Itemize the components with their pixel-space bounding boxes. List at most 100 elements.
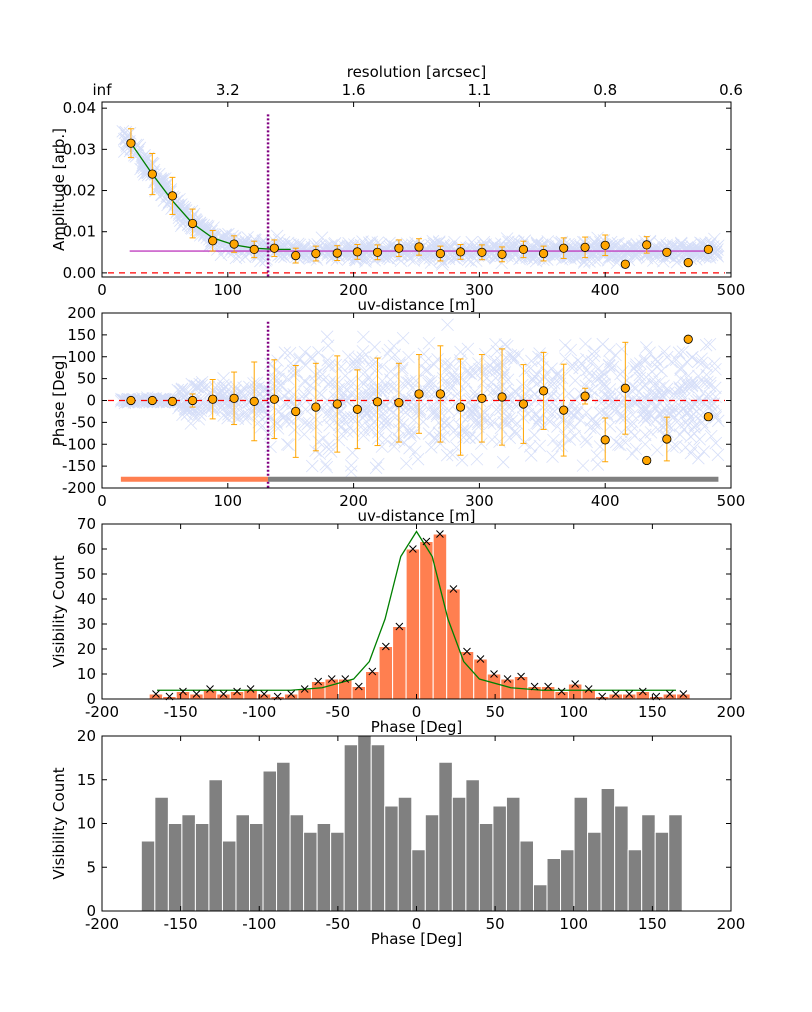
raw-visibility-mark [692, 451, 705, 465]
raw-visibility-mark [257, 234, 270, 247]
raw-visibility-mark [614, 367, 627, 381]
raw-visibility-mark [487, 416, 501, 429]
raw-visibility-mark [258, 382, 272, 395]
x-axis-label: uv-distance [m] [357, 296, 475, 314]
raw-visibility-mark [505, 352, 518, 365]
raw-visibility-mark [678, 392, 691, 405]
raw-visibility-mark [481, 414, 494, 427]
raw-visibility-mark [360, 243, 374, 256]
raw-visibility-mark [357, 429, 370, 442]
raw-visibility-mark [275, 407, 288, 421]
raw-visibility-mark [566, 247, 579, 260]
raw-visibility-mark [640, 251, 654, 265]
raw-visibility-mark [408, 445, 422, 459]
raw-visibility-mark [344, 379, 357, 392]
raw-visibility-mark [404, 374, 417, 388]
raw-visibility-mark [459, 375, 473, 389]
raw-visibility-mark [672, 346, 686, 360]
raw-visibility-mark [218, 397, 232, 410]
raw-visibility-mark [685, 401, 699, 414]
raw-visibility-mark [266, 378, 280, 391]
raw-visibility-mark [212, 380, 226, 394]
raw-visibility-mark [569, 252, 582, 265]
raw-visibility-mark [639, 414, 653, 427]
raw-visibility-mark [686, 413, 699, 427]
raw-visibility-mark [618, 244, 631, 257]
raw-visibility-mark [674, 361, 688, 374]
binned-point [683, 257, 693, 268]
raw-visibility-mark [604, 363, 618, 376]
binned-point [559, 243, 569, 253]
raw-visibility-mark [518, 387, 532, 400]
raw-visibility-mark [387, 381, 401, 395]
raw-visibility-mark [466, 409, 480, 423]
raw-visibility-mark [578, 254, 591, 268]
raw-visibility-mark [136, 392, 149, 405]
raw-visibility-mark [651, 423, 665, 436]
raw-visibility-mark [628, 429, 641, 443]
raw-visibility-mark [337, 412, 350, 425]
binned-point [435, 248, 446, 259]
raw-visibility-mark [299, 375, 312, 389]
x-tick-label: -100 [242, 703, 276, 721]
raw-visibility-mark [135, 160, 149, 174]
raw-visibility-mark [179, 204, 193, 217]
raw-visibility-mark [259, 254, 272, 267]
raw-visibility-mark [437, 430, 450, 443]
raw-visibility-mark [591, 458, 605, 471]
raw-visibility-mark [629, 250, 642, 263]
x-tick-label: 400 [591, 492, 620, 510]
raw-visibility-mark [645, 385, 658, 399]
raw-visibility-mark [687, 441, 701, 455]
raw-visibility-mark [176, 208, 190, 222]
x-tick-label: 150 [638, 915, 667, 933]
raw-visibility-mark [383, 343, 397, 357]
raw-visibility-mark [178, 402, 192, 415]
raw-visibility-mark [274, 250, 288, 263]
raw-visibility-mark [417, 347, 431, 361]
x-tick-label: -150 [164, 915, 198, 933]
binned-point [269, 243, 279, 253]
raw-visibility-mark [547, 239, 561, 253]
raw-visibility-mark [679, 245, 692, 259]
raw-visibility-mark [568, 238, 582, 251]
raw-visibility-mark [477, 235, 491, 249]
raw-visibility-mark [235, 392, 248, 405]
raw-visibility-mark [598, 378, 612, 391]
raw-visibility-mark [340, 394, 354, 408]
raw-visibility-mark [402, 243, 416, 256]
raw-visibility-mark [546, 246, 560, 259]
raw-visibility-mark [674, 391, 687, 404]
raw-visibility-mark [633, 357, 647, 370]
raw-visibility-mark [353, 358, 367, 371]
raw-visibility-mark [568, 374, 582, 387]
raw-visibility-mark [133, 141, 147, 155]
raw-visibility-mark [379, 412, 392, 426]
raw-visibility-mark [381, 251, 395, 265]
raw-visibility-mark [403, 441, 416, 455]
raw-visibility-mark [352, 352, 366, 365]
histogram-bar [330, 831, 345, 912]
binned-point [311, 248, 321, 259]
raw-visibility-mark [494, 355, 508, 369]
raw-visibility-mark [373, 383, 386, 397]
binned-point [352, 404, 362, 414]
raw-visibility-mark [653, 236, 667, 250]
raw-visibility-mark [178, 201, 192, 215]
raw-visibility-mark [383, 403, 396, 416]
raw-visibility-mark [603, 392, 617, 405]
raw-visibility-mark [652, 396, 666, 409]
raw-visibility-mark [442, 359, 455, 372]
raw-visibility-mark [445, 372, 458, 386]
binned-point [311, 402, 321, 412]
raw-visibility-mark [654, 388, 668, 401]
raw-visibility-mark [299, 403, 312, 416]
binned-point [291, 406, 301, 417]
raw-visibility-mark [383, 394, 397, 408]
raw-visibility-mark [381, 381, 394, 394]
raw-visibility-mark [591, 231, 604, 245]
raw-visibility-mark [393, 415, 406, 429]
raw-visibility-mark [594, 370, 608, 383]
binned-point [249, 396, 259, 406]
raw-visibility-mark [260, 408, 274, 422]
